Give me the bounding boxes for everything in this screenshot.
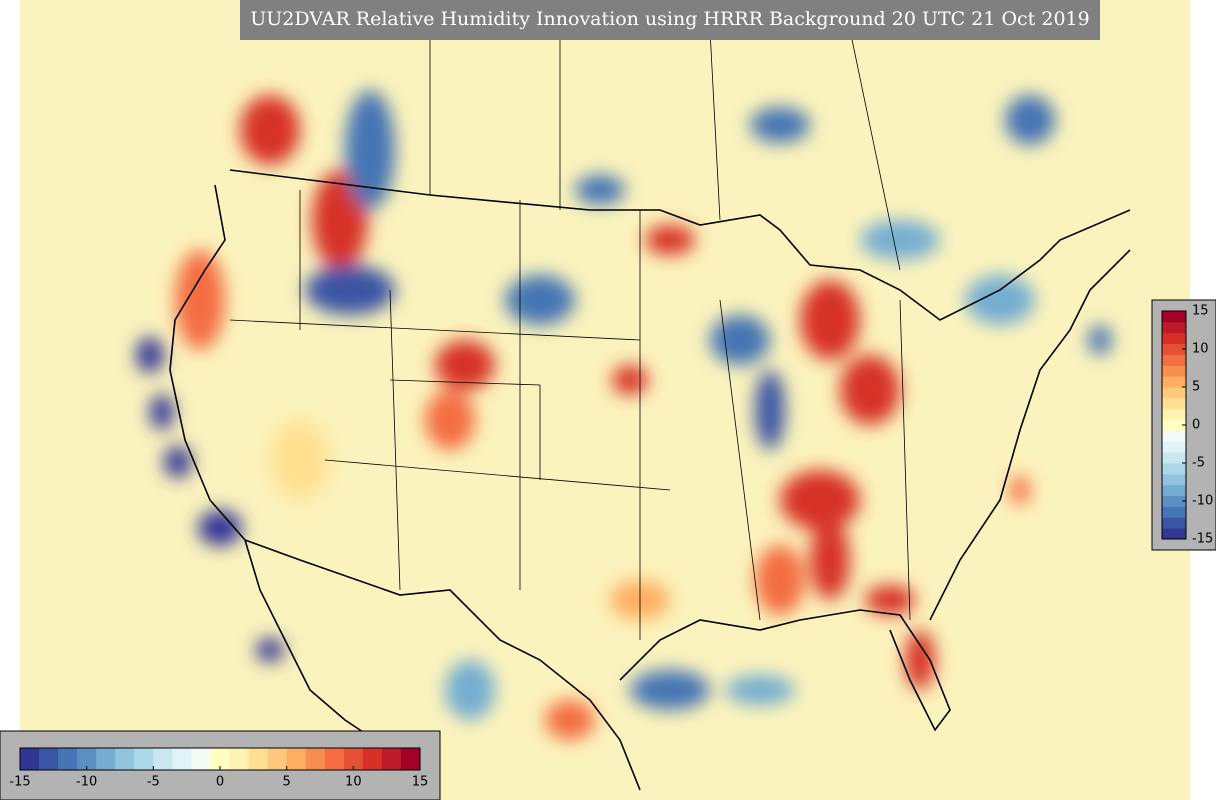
colorbar-segment [172,748,192,770]
colorbar-tick-label: -10 [76,775,97,790]
map-background [20,0,1190,800]
colorbar-segment [153,748,173,770]
colorbar-segment [1162,365,1186,377]
colorbar-segment [1162,408,1186,421]
coastline [169,184,421,781]
colorbar-tick-label: 5 [1192,380,1200,395]
colorbar-tick-label: -10 [1192,494,1213,509]
colorbar-segment [1162,376,1186,388]
colorbar-tick-label: 10 [1192,342,1209,357]
colorbar-segment [400,748,421,770]
colorbar-tick-label: -15 [9,775,30,790]
colorbar-tick-label: 15 [412,775,429,790]
colorbar-segment [248,748,269,770]
colorbar-segment [39,748,59,770]
colorbar-segment [1162,517,1186,529]
colorbar-segment [210,748,231,770]
colorbar-tick-label: 0 [216,775,224,790]
colorbar-segment [305,748,326,770]
colorbar-segment [267,748,288,770]
colorbar-segment [77,748,97,770]
title: UU2DVAR Relative Humidity Innovation usi… [250,8,1089,30]
colorbar-segment [1162,419,1186,431]
colorbar-segment [115,748,135,770]
colorbar-segment [381,748,402,770]
colorbar-tick-label: -5 [1192,456,1205,471]
colorbar-segment [1162,332,1186,345]
colorbar-segment [1162,463,1186,475]
gulf-coast [619,609,951,732]
colorbar-segment [324,748,345,770]
colorbar-segment [1162,506,1186,518]
colorbar-segment [1162,430,1186,442]
colorbar-tick-label: -5 [147,775,160,790]
boundaries [169,29,1131,791]
colorbar-segment [362,748,383,770]
colorbar-segment [1162,473,1186,486]
colorbar-segment [96,748,116,770]
colorbar-segment [1162,397,1186,410]
colorbar-segment [191,748,211,770]
innovation-field [136,90,1112,740]
colorbar-segment [1162,387,1186,399]
title-box [240,0,1100,40]
colorbar-tick-label: 10 [345,775,362,790]
colorbar-tick-label: 15 [1192,304,1209,319]
colorbar-segment [20,748,40,770]
colorbar-segment [1162,354,1186,366]
border-north [229,169,1131,321]
colorbar-segment [229,748,250,770]
border-south [244,539,641,791]
colorbar-segment [58,748,78,770]
colorbar-segment [1162,343,1186,355]
colorbar-segment [134,748,154,770]
colorbar-tick-label: -15 [1192,532,1213,547]
colorbar-tick-label: 0 [1192,418,1200,433]
colorbar-segment [286,748,307,770]
colorbar-segment [1162,441,1186,453]
state-lines [229,29,911,640]
colorbar-segment [343,748,364,770]
colorbars: 15 10 5 0 -5 -10 -15 -15 -10 -5 0 5 10 15 [9,304,1213,790]
colorbar-segment [1162,484,1186,497]
colorbar-segment [1162,452,1186,464]
colorbar-segment [1162,528,1186,540]
colorbar-segment [1162,495,1186,507]
colorbar-segment [1162,321,1186,334]
colorbar-segment [1162,311,1186,323]
east-coast [929,249,1131,621]
colorbar-tick-label: 5 [283,775,291,790]
